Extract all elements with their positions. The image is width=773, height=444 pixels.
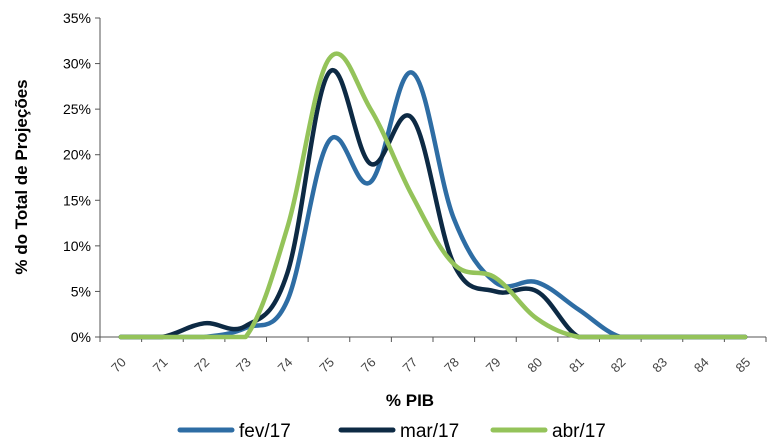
y-tick-label: 30% (63, 56, 91, 72)
x-tick-label: 80 (524, 355, 545, 376)
x-axis-ticks: 70 71 72 73 74 75 76 77 78 79 80 81 82 83 84 85 (99, 337, 767, 376)
x-tick-label: 77 (399, 355, 420, 376)
y-tick-label: 25% (63, 101, 91, 117)
x-tick-label: 81 (566, 355, 587, 376)
x-tick-label: 74 (275, 355, 296, 376)
series-line-abr-17 (118, 51, 748, 340)
x-tick-label: 85 (732, 355, 753, 376)
x-tick-label: 83 (649, 355, 670, 376)
x-tick-label: 71 (150, 355, 171, 376)
x-tick-label: 73 (233, 355, 254, 376)
x-axis-title: % PIB (386, 391, 434, 410)
x-tick-label: 72 (191, 355, 212, 376)
y-axis-ticks: 0% 5% 10% 15% 20% 25% 30% 35% (63, 10, 100, 345)
series-lines (118, 51, 748, 340)
legend-label: fev/17 (239, 421, 291, 442)
y-tick-label: 20% (63, 147, 91, 163)
x-tick-label: 70 (108, 355, 129, 376)
y-tick-label: 0% (71, 329, 91, 345)
legend-label: abr/17 (552, 421, 606, 442)
y-axis-title: % do Total de Projeções (12, 79, 31, 274)
x-tick-label: 78 (441, 355, 462, 376)
legend: fev/17 mar/17 abr/17 (177, 421, 606, 442)
y-tick-label: 15% (63, 192, 91, 208)
x-tick-label: 82 (608, 355, 629, 376)
series-line-fev-17 (118, 70, 748, 340)
x-tick-label: 84 (691, 355, 712, 376)
y-tick-label: 10% (63, 238, 91, 254)
y-tick-label: 35% (63, 10, 91, 26)
x-tick-label: 76 (358, 355, 379, 376)
x-tick-label: 79 (483, 355, 504, 376)
x-tick-label: 75 (316, 355, 337, 376)
legend-label: mar/17 (400, 421, 459, 442)
y-tick-label: 5% (71, 283, 91, 299)
series-line-mar-17 (118, 67, 748, 340)
